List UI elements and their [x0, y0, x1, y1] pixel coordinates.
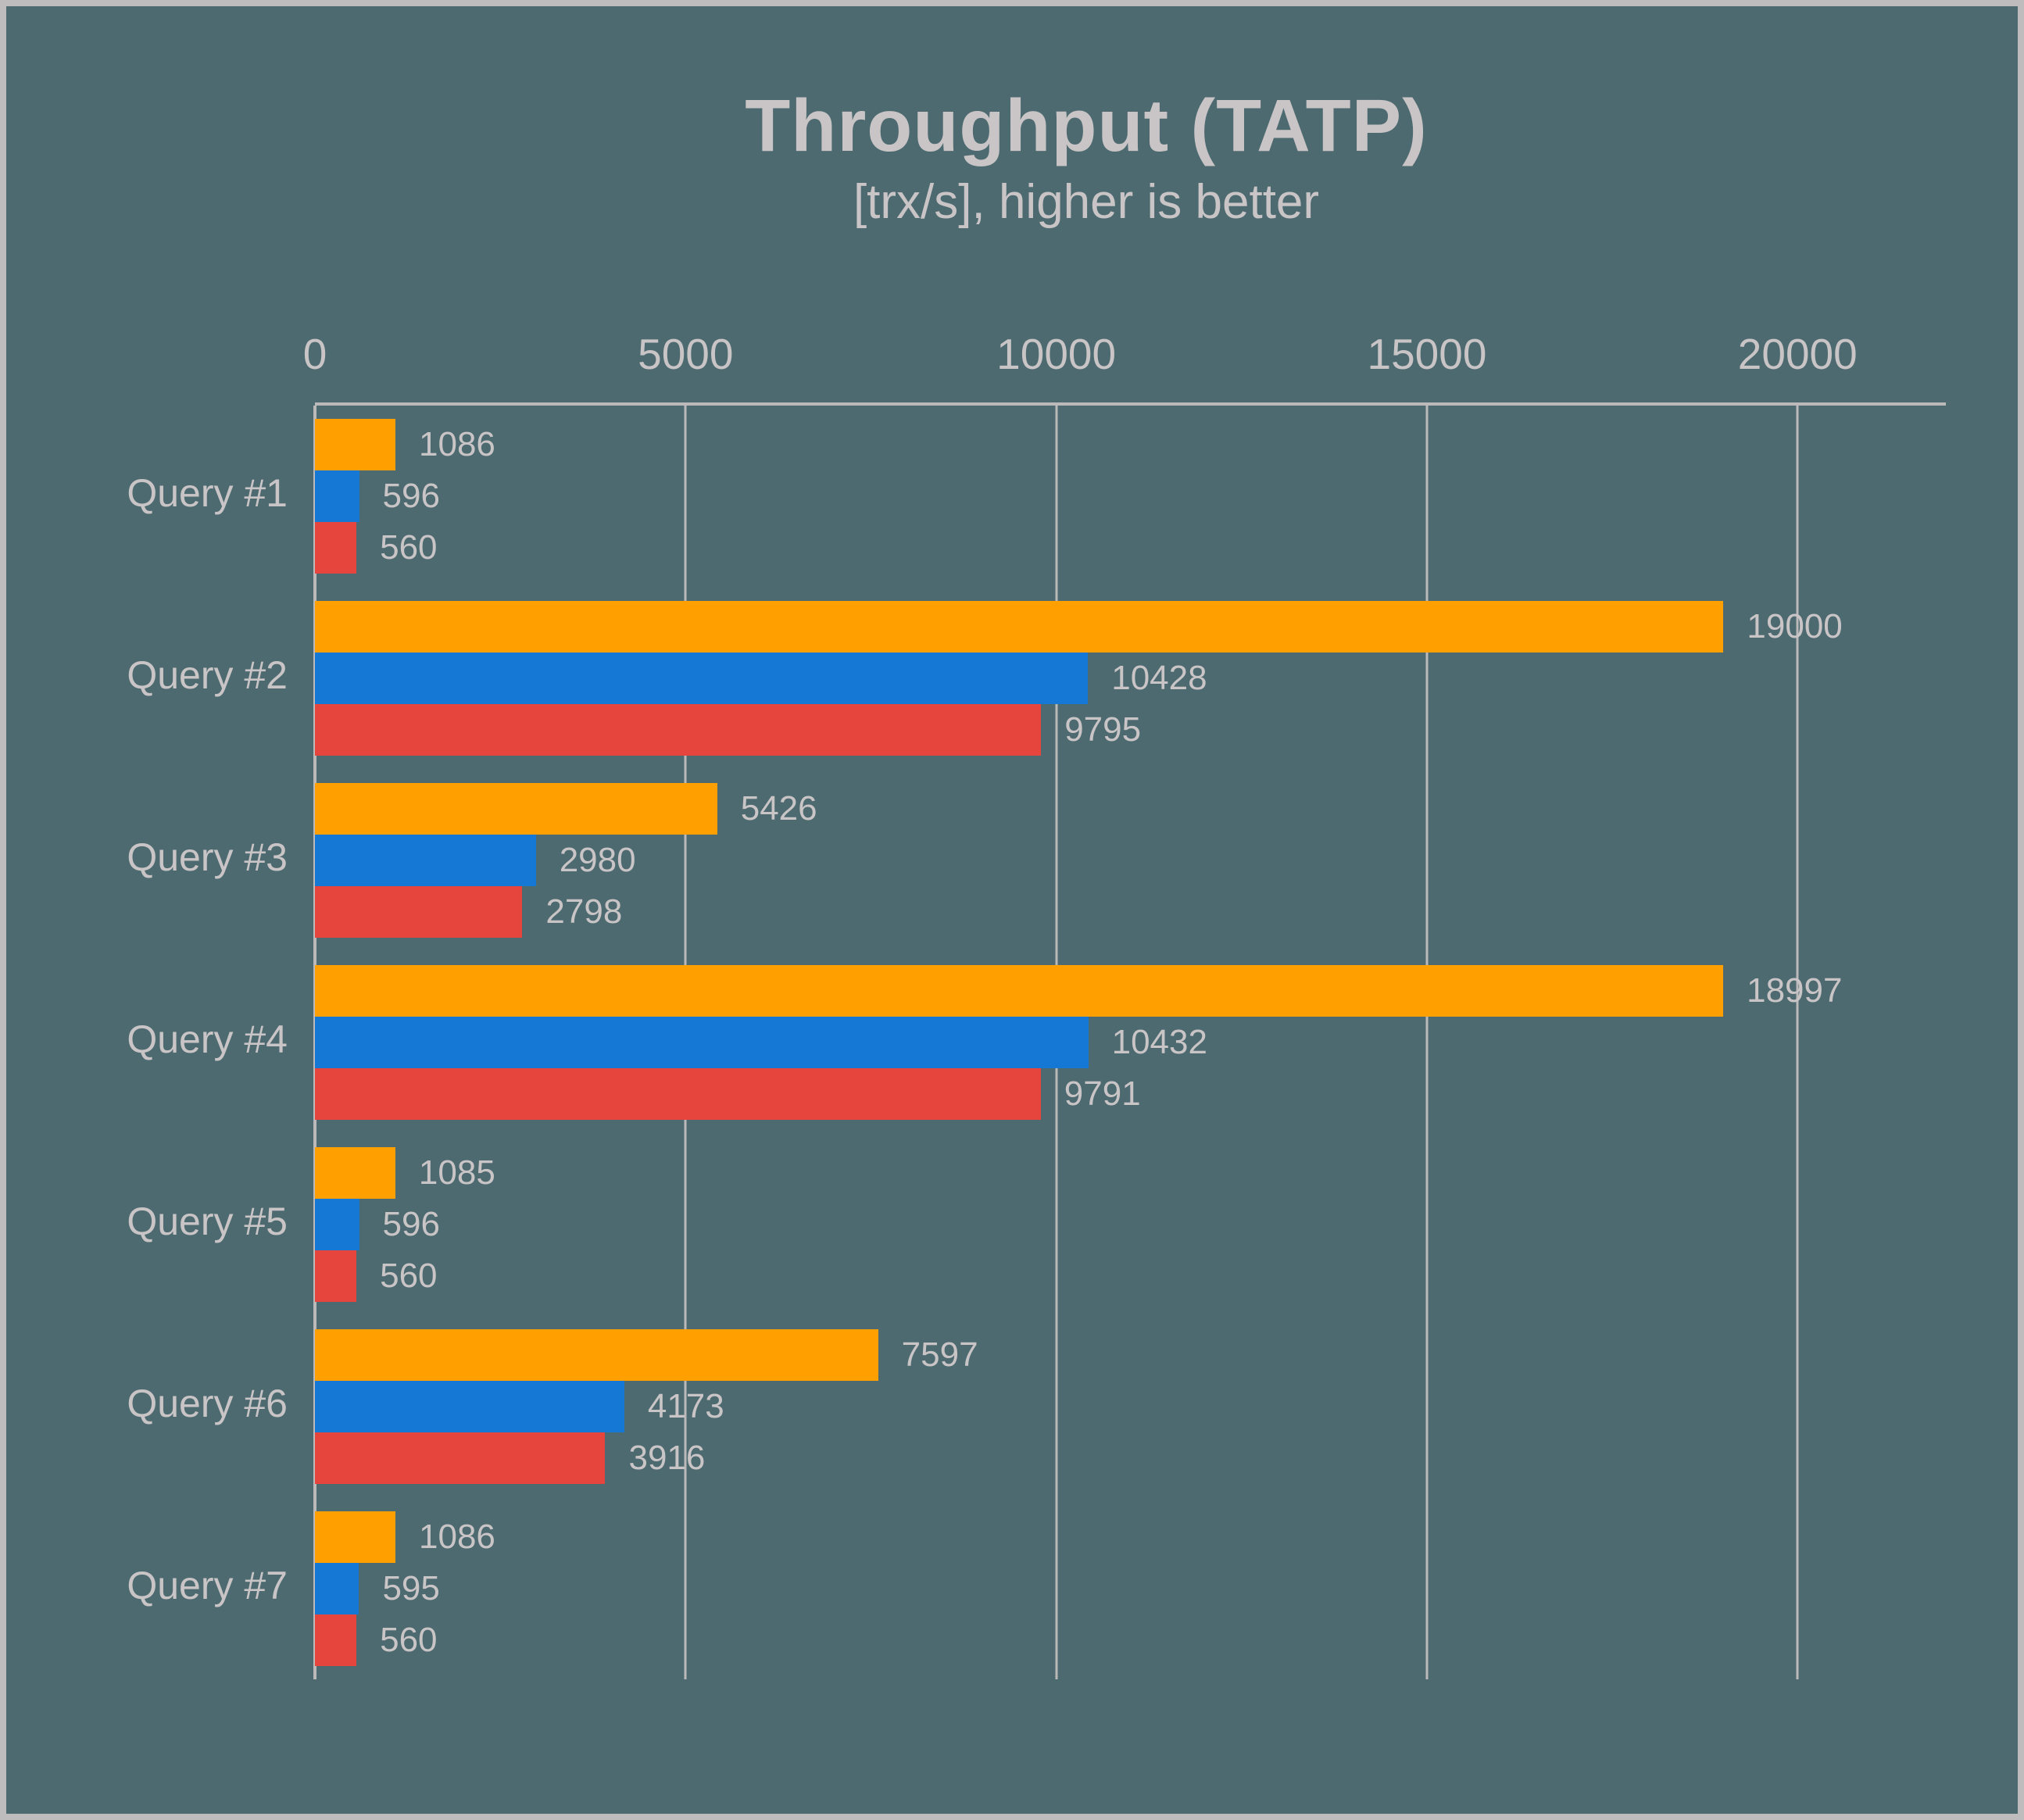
- bar-orange: 5426: [315, 783, 817, 835]
- x-axis-tick-label: 10000: [996, 330, 1117, 378]
- bar-group: 5426 2980 2798: [315, 770, 1946, 952]
- bar-blue: 10428: [315, 653, 1207, 705]
- plot-area: 0 5000 10000 15000 20000 1086 596 560 19000 10428…: [303, 330, 1946, 1679]
- bar-blue: 10432: [315, 1016, 1207, 1068]
- category-label: Query #3: [127, 835, 288, 880]
- bar-value-label: 19000: [1747, 607, 1843, 646]
- bar-value-label: 2798: [545, 892, 623, 931]
- bar-value-label: 1085: [418, 1153, 495, 1192]
- bar-value-label: 9795: [1064, 710, 1142, 749]
- x-axis-tick-label: 0: [302, 330, 327, 378]
- bar-value-label: 560: [380, 528, 438, 567]
- bar-orange: 19000: [315, 601, 1843, 653]
- bar-value-label: 7597: [901, 1335, 978, 1374]
- bar-value-label: 595: [382, 1568, 440, 1607]
- bar-orange: 7597: [315, 1328, 978, 1381]
- bar-value-label: 3916: [628, 1438, 706, 1477]
- category-label: Query #5: [127, 1199, 288, 1243]
- bar-value-label: 1086: [419, 1517, 495, 1556]
- chart-subtitle: [trx/s], higher is better: [853, 174, 1320, 229]
- bar-value-label: 5426: [740, 789, 817, 828]
- bar-group: 1085 596 560: [315, 1133, 1946, 1315]
- bar-group: 18997 10432 9791: [315, 952, 1946, 1134]
- category-label: Query #1: [127, 471, 288, 516]
- category-label: Query #7: [127, 1563, 288, 1607]
- bar-red: 3916: [315, 1432, 705, 1484]
- bar-red: 9795: [315, 704, 1141, 756]
- bar-group: 19000 10428 9795: [315, 588, 1946, 770]
- x-axis-tick-label: 20000: [1737, 330, 1858, 378]
- bar-group: 7597 4173 3916: [315, 1315, 1946, 1497]
- category-label: Query #6: [127, 1381, 288, 1425]
- chart-title: Throughput (TATP): [745, 84, 1428, 167]
- bar-value-label: 560: [380, 1620, 438, 1659]
- bar-value-label: 560: [380, 1256, 438, 1295]
- bar-value-label: 596: [382, 477, 440, 516]
- bar-blue: 596: [315, 470, 440, 523]
- category-label: Query #2: [127, 653, 288, 698]
- gridline-15000: [1425, 406, 1429, 1679]
- bar-red: 2798: [315, 886, 622, 939]
- bar-blue: 595: [315, 1562, 440, 1614]
- x-axis-tick-label: 15000: [1367, 330, 1487, 378]
- x-axis-tick-label: 5000: [638, 330, 734, 378]
- bar-blue: 4173: [315, 1380, 724, 1432]
- bar-value-label: 10432: [1111, 1022, 1207, 1061]
- category-label-column: Query #1 Query #2 Query #3 Query #4 Query #5…: [6, 402, 288, 1676]
- bar-value-label: 18997: [1747, 971, 1843, 1010]
- bar-value-label: 10428: [1111, 659, 1207, 698]
- gridline-20000: [1796, 406, 1799, 1679]
- bar-orange: 1085: [315, 1146, 495, 1199]
- bar-value-label: 596: [382, 1204, 440, 1243]
- bar-red: 560: [315, 1614, 438, 1666]
- bar-red: 9791: [315, 1067, 1141, 1120]
- bar-blue: 596: [315, 1198, 440, 1250]
- bar-red: 560: [315, 522, 438, 574]
- bar-value-label: 4173: [647, 1386, 724, 1425]
- bar-orange: 1086: [315, 419, 495, 471]
- bar-value-label: 1086: [419, 425, 495, 464]
- bar-group: 1086 595 560: [315, 1497, 1946, 1679]
- category-label: Query #4: [127, 1017, 288, 1061]
- bar-red: 560: [315, 1250, 438, 1302]
- chart-canvas: Throughput (TATP) [trx/s], higher is bet…: [6, 6, 2018, 1814]
- bar-value-label: 9791: [1064, 1074, 1141, 1113]
- chart-header: Throughput (TATP) [trx/s], higher is bet…: [274, 84, 1899, 229]
- bar-orange: 1086: [315, 1511, 495, 1563]
- bar-group: 1086 596 560: [315, 406, 1946, 588]
- bar-value-label: 2980: [559, 841, 636, 880]
- bar-blue: 2980: [315, 835, 636, 887]
- bar-orange: 18997: [315, 964, 1842, 1017]
